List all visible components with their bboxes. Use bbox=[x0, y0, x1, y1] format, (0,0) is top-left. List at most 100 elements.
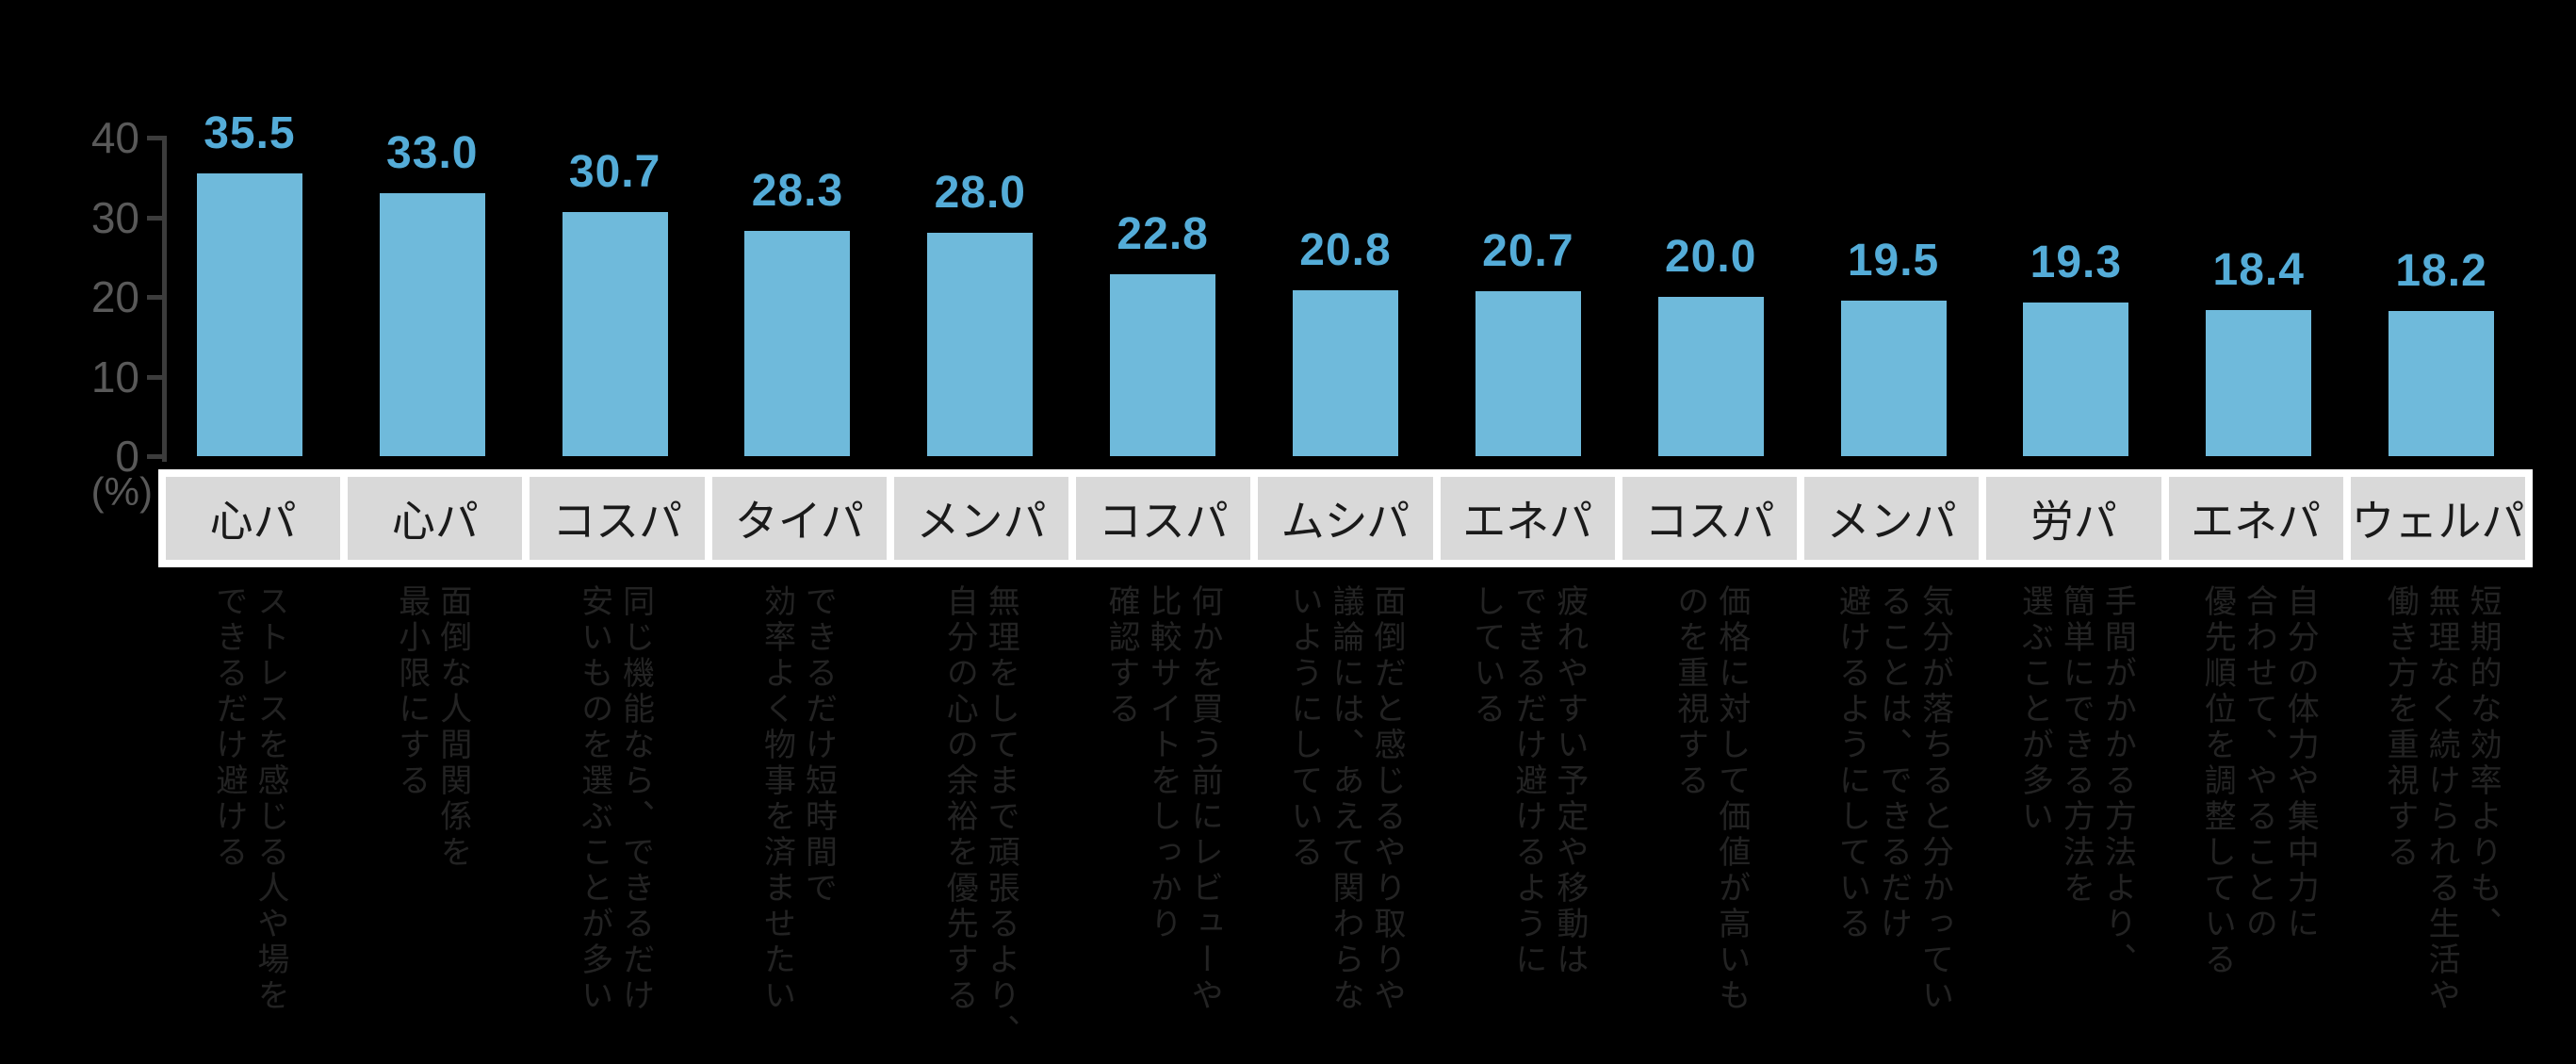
description-cell: 手間がかかる方法より、 簡単にできる方法を 選ぶことが多い bbox=[1984, 584, 2167, 1064]
category-label: コスパ bbox=[552, 497, 683, 546]
y-axis-tick bbox=[147, 136, 163, 140]
description-cell: 疲れやすい予定や移動は できるだけ避けるように している bbox=[1437, 584, 1620, 1064]
bar bbox=[379, 193, 485, 456]
description-cell: 無理をしてまで頑張るより、 自分の心の余裕を優先する bbox=[889, 584, 1071, 1064]
bar bbox=[2206, 310, 2312, 456]
description-text: 疲れやすい予定や移動は できるだけ避けるように している bbox=[1468, 584, 1588, 978]
y-axis-tick bbox=[147, 374, 163, 380]
description-text: 何かを買う前にレビューや 比較サイトをしっかり 確認する bbox=[1103, 584, 1223, 1014]
bar-column: 35.5 bbox=[158, 85, 341, 456]
category-label: コスパ bbox=[1644, 497, 1775, 546]
category-band: 心パ 心パ コスパ タイパ メンパ コスパ ムシパ エネパ コスパ メンパ 労パ エネパ ウェルパ bbox=[158, 469, 2533, 567]
description-text: 短期的な効率よりも、 無理なく続けられる生活や 働き方を重視する bbox=[2382, 584, 2502, 1014]
bar bbox=[2023, 303, 2129, 456]
description-cell: 短期的な効率よりも、 無理なく続けられる生活や 働き方を重視する bbox=[2350, 584, 2533, 1064]
bar-column: 20.0 bbox=[1620, 85, 1802, 456]
category-cell: 心パ bbox=[166, 477, 341, 560]
bar-column: 18.4 bbox=[2167, 85, 2350, 456]
bar-value-label: 22.8 bbox=[1117, 209, 1209, 259]
bar-column: 22.8 bbox=[1071, 85, 1254, 456]
bar bbox=[562, 212, 668, 456]
category-cell: 労パ bbox=[1986, 477, 2161, 560]
description-text: 面倒な人間関係を 最小限にする bbox=[393, 584, 471, 871]
description-text: ストレスを感じる人や場を できるだけ避ける bbox=[210, 584, 288, 1014]
y-axis-tick bbox=[147, 454, 163, 459]
y-axis-line bbox=[162, 136, 167, 462]
bar-value-label: 28.0 bbox=[934, 168, 1026, 218]
bar bbox=[744, 231, 851, 456]
bar bbox=[1840, 301, 1947, 456]
bar-column: 19.3 bbox=[1984, 85, 2167, 456]
category-label: タイパ bbox=[734, 497, 864, 546]
y-axis-tick-label: 40 bbox=[90, 113, 139, 162]
bar bbox=[1110, 274, 1216, 456]
bar-column: 33.0 bbox=[341, 85, 524, 456]
category-label: コスパ bbox=[1098, 497, 1229, 546]
bars-area: 35.5 33.0 30.7 28.3 28.0 22.8 20.8 20.7 20.0 19.5… bbox=[158, 85, 2533, 456]
category-cell: エネパ bbox=[1440, 477, 1615, 560]
category-label: エネパ bbox=[1462, 497, 1593, 546]
description-cell: 気分が落ちると分かってい ることは、できるだけ 避けるようにしている bbox=[1802, 584, 1985, 1064]
bar-column: 28.3 bbox=[707, 85, 889, 456]
description-cell: ストレスを感じる人や場を できるだけ避ける bbox=[158, 584, 341, 1064]
bar-column: 19.5 bbox=[1802, 85, 1985, 456]
category-cell: 心パ bbox=[348, 477, 523, 560]
bar bbox=[1292, 290, 1398, 456]
bar-value-label: 20.7 bbox=[1482, 226, 1574, 276]
description-text: 同じ機能なら、できるだけ 安いものを選ぶことが多い bbox=[576, 584, 654, 1014]
y-axis-unit-label: (%) bbox=[90, 469, 153, 514]
category-cell: コスパ bbox=[1076, 477, 1251, 560]
bar-value-label: 19.5 bbox=[1847, 236, 1940, 286]
description-text: 無理をしてまで頑張るより、 自分の心の余裕を優先する bbox=[941, 584, 1019, 1050]
bar-value-label: 18.2 bbox=[2395, 246, 2487, 296]
description-text: 価格に対して価値が高いも のを重視する bbox=[1671, 584, 1750, 1014]
description-text: 面倒だと感じるやり取りや 議論には、あえて関わらな いようにしている bbox=[1285, 584, 1405, 1014]
category-label: メンパ bbox=[1826, 497, 1957, 546]
bar-column: 18.2 bbox=[2350, 85, 2533, 456]
bar-value-label: 35.5 bbox=[204, 108, 296, 158]
description-cell: できるだけ短時間で 効率よく物事を済ませたい bbox=[707, 584, 889, 1064]
description-text: できるだけ短時間で 効率よく物事を済ませたい bbox=[758, 584, 837, 1014]
category-cell: エネパ bbox=[2168, 477, 2343, 560]
y-axis-tick-label: 0 bbox=[115, 432, 139, 481]
bar-value-label: 19.3 bbox=[2030, 237, 2123, 287]
category-label: 労パ bbox=[2030, 497, 2117, 546]
description-cell: 価格に対して価値が高いも のを重視する bbox=[1620, 584, 1802, 1064]
bar bbox=[1475, 291, 1581, 456]
descriptions-row: ストレスを感じる人や場を できるだけ避ける 面倒な人間関係を 最小限にする 同じ機能… bbox=[158, 584, 2533, 1064]
y-axis-tick-label: 30 bbox=[90, 192, 139, 242]
category-label: ウェルパ bbox=[2351, 497, 2525, 546]
category-cell: コスパ bbox=[1622, 477, 1798, 560]
bar-column: 28.0 bbox=[889, 85, 1071, 456]
category-cell: コスパ bbox=[530, 477, 705, 560]
description-cell: 面倒な人間関係を 最小限にする bbox=[341, 584, 524, 1064]
description-text: 手間がかかる方法より、 簡単にできる方法を 選ぶことが多い bbox=[2016, 584, 2136, 978]
bar-value-label: 18.4 bbox=[2212, 245, 2305, 295]
category-label: 心パ bbox=[209, 497, 297, 546]
bar-column: 20.8 bbox=[1254, 85, 1437, 456]
category-label: メンパ bbox=[916, 497, 1047, 546]
bar bbox=[196, 173, 302, 456]
y-axis-tick-label: 10 bbox=[90, 352, 139, 401]
category-cell: ムシパ bbox=[1258, 477, 1433, 560]
y-axis-tick-label: 20 bbox=[90, 272, 139, 321]
description-text: 自分の体力や集中力に 合わせて、やることの 優先順位を調整している bbox=[2199, 584, 2319, 978]
category-cell: タイパ bbox=[711, 477, 887, 560]
category-label: エネパ bbox=[2191, 497, 2322, 546]
description-cell: 自分の体力や集中力に 合わせて、やることの 優先順位を調整している bbox=[2167, 584, 2350, 1064]
description-cell: 何かを買う前にレビューや 比較サイトをしっかり 確認する bbox=[1071, 584, 1254, 1064]
category-label: 心パ bbox=[391, 497, 479, 546]
category-cell: メンパ bbox=[1804, 477, 1980, 560]
bar-column: 20.7 bbox=[1437, 85, 1620, 456]
bar-value-label: 20.8 bbox=[1299, 225, 1392, 275]
bar bbox=[1657, 297, 1764, 456]
description-cell: 面倒だと感じるやり取りや 議論には、あえて関わらな いようにしている bbox=[1254, 584, 1437, 1064]
bar-value-label: 28.3 bbox=[751, 166, 844, 216]
bar-value-label: 33.0 bbox=[386, 128, 479, 178]
bar-value-label: 30.7 bbox=[568, 147, 661, 197]
description-cell: 同じ機能なら、できるだけ 安いものを選ぶことが多い bbox=[524, 584, 707, 1064]
y-axis-tick bbox=[147, 295, 163, 300]
category-label: ムシパ bbox=[1280, 497, 1410, 546]
bar bbox=[927, 233, 1034, 456]
